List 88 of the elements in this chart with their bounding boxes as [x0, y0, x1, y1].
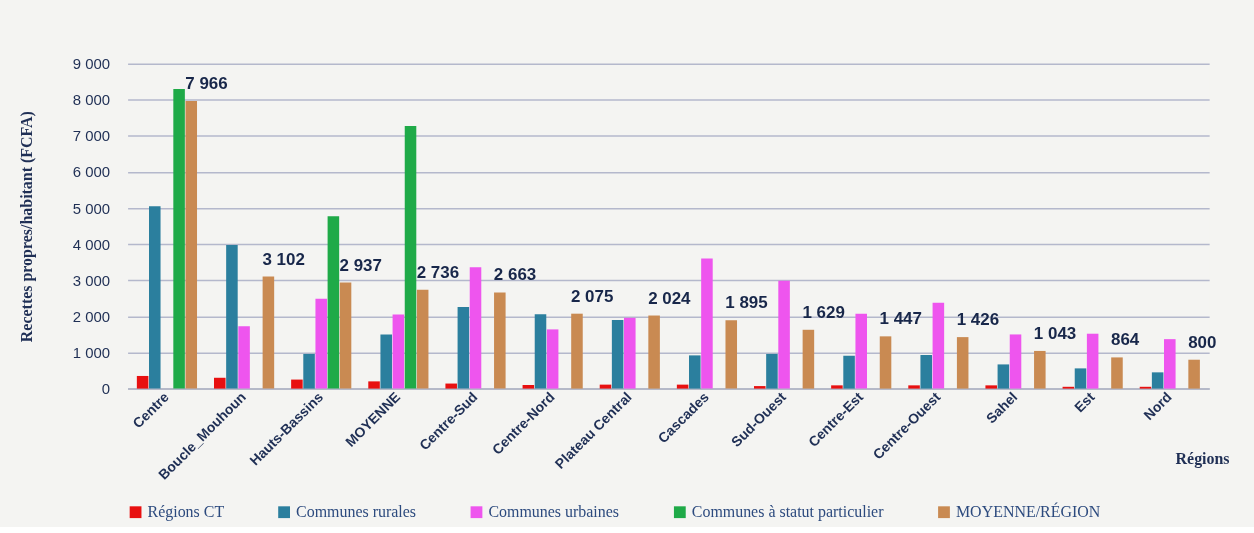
bar — [416, 289, 429, 389]
bar — [339, 282, 352, 389]
y-tick-label: 2 000 — [72, 307, 111, 325]
y-tick-label: 1 000 — [72, 343, 111, 361]
bar — [1074, 368, 1087, 389]
legend-label: Communes rurales — [296, 503, 417, 521]
bar — [136, 375, 149, 389]
bar — [173, 88, 185, 389]
y-tick-label: 4 000 — [72, 235, 111, 253]
bar — [997, 364, 1010, 389]
bar — [226, 244, 238, 389]
bar — [956, 337, 969, 389]
bar — [689, 355, 701, 389]
legend-label: Communes à statut particulier — [691, 503, 885, 522]
bar — [1164, 339, 1176, 389]
bar — [624, 317, 636, 389]
bar — [701, 258, 713, 389]
bar — [149, 206, 161, 389]
data-label: 864 — [1110, 330, 1140, 350]
y-axis-title: Recettes propres/habitant (FCFA) — [17, 111, 36, 343]
bar — [213, 377, 226, 389]
y-tick-label: 6 000 — [72, 163, 111, 181]
bar — [843, 355, 855, 389]
bar — [879, 336, 892, 389]
bar — [1111, 357, 1123, 389]
y-tick-label: 7 000 — [72, 127, 111, 145]
y-tick-label: 9 000 — [72, 55, 111, 73]
bar — [457, 307, 470, 389]
bar — [778, 280, 790, 389]
data-label: 2 075 — [570, 286, 614, 306]
bar — [238, 326, 250, 389]
bar — [445, 383, 457, 389]
bar — [985, 385, 997, 389]
bar — [368, 381, 380, 389]
bar — [546, 329, 559, 389]
bar — [327, 216, 340, 389]
bar — [831, 385, 843, 389]
bar — [599, 384, 612, 389]
bar — [185, 100, 198, 389]
bar — [1151, 372, 1164, 389]
bar — [571, 313, 583, 389]
bar — [392, 314, 405, 389]
data-label: 800 — [1188, 332, 1217, 352]
data-label: 2 024 — [648, 288, 692, 308]
y-tick-label: 8 000 — [72, 91, 111, 109]
x-tick-label: Est — [1070, 388, 1098, 416]
bar — [380, 334, 392, 389]
y-tick-label: 5 000 — [72, 199, 111, 217]
x-axis-title: Régions — [1175, 449, 1230, 468]
bar — [1188, 359, 1200, 389]
data-label: 7 966 — [185, 74, 228, 94]
bar — [676, 384, 689, 389]
y-tick-label: 0 — [101, 380, 111, 398]
bar — [855, 313, 867, 389]
bar — [611, 320, 624, 389]
bar — [1009, 334, 1022, 389]
bar — [315, 298, 327, 389]
data-label: 1 426 — [956, 310, 1000, 330]
bar — [932, 302, 945, 389]
bar — [1086, 333, 1099, 389]
legend-label: Régions CT — [147, 503, 225, 522]
y-tick-label: 3 000 — [72, 271, 111, 289]
data-label: 2 736 — [416, 262, 460, 282]
bar — [920, 355, 932, 389]
bar — [908, 385, 920, 389]
bar — [262, 276, 275, 389]
bar — [291, 379, 303, 389]
data-label: 1 447 — [879, 309, 922, 329]
data-label: 1 043 — [1033, 323, 1077, 343]
bar — [725, 320, 738, 389]
data-label: 1 895 — [725, 293, 768, 313]
data-label: 2 663 — [493, 265, 537, 285]
bar — [802, 329, 815, 389]
bar — [469, 267, 482, 389]
legend-label: MOYENNE/RÉGION — [955, 502, 1101, 521]
bar — [1034, 350, 1046, 389]
bar — [534, 314, 547, 389]
bar — [494, 292, 506, 389]
data-label: 1 629 — [802, 302, 845, 322]
bar — [303, 353, 315, 389]
data-label: 3 102 — [262, 249, 305, 269]
bar — [404, 126, 417, 389]
data-label: 2 937 — [339, 255, 382, 275]
bar — [754, 386, 766, 389]
bar — [648, 315, 660, 389]
bar — [766, 353, 778, 389]
legend-label: Communes urbaines — [488, 503, 620, 521]
bar — [522, 384, 535, 389]
